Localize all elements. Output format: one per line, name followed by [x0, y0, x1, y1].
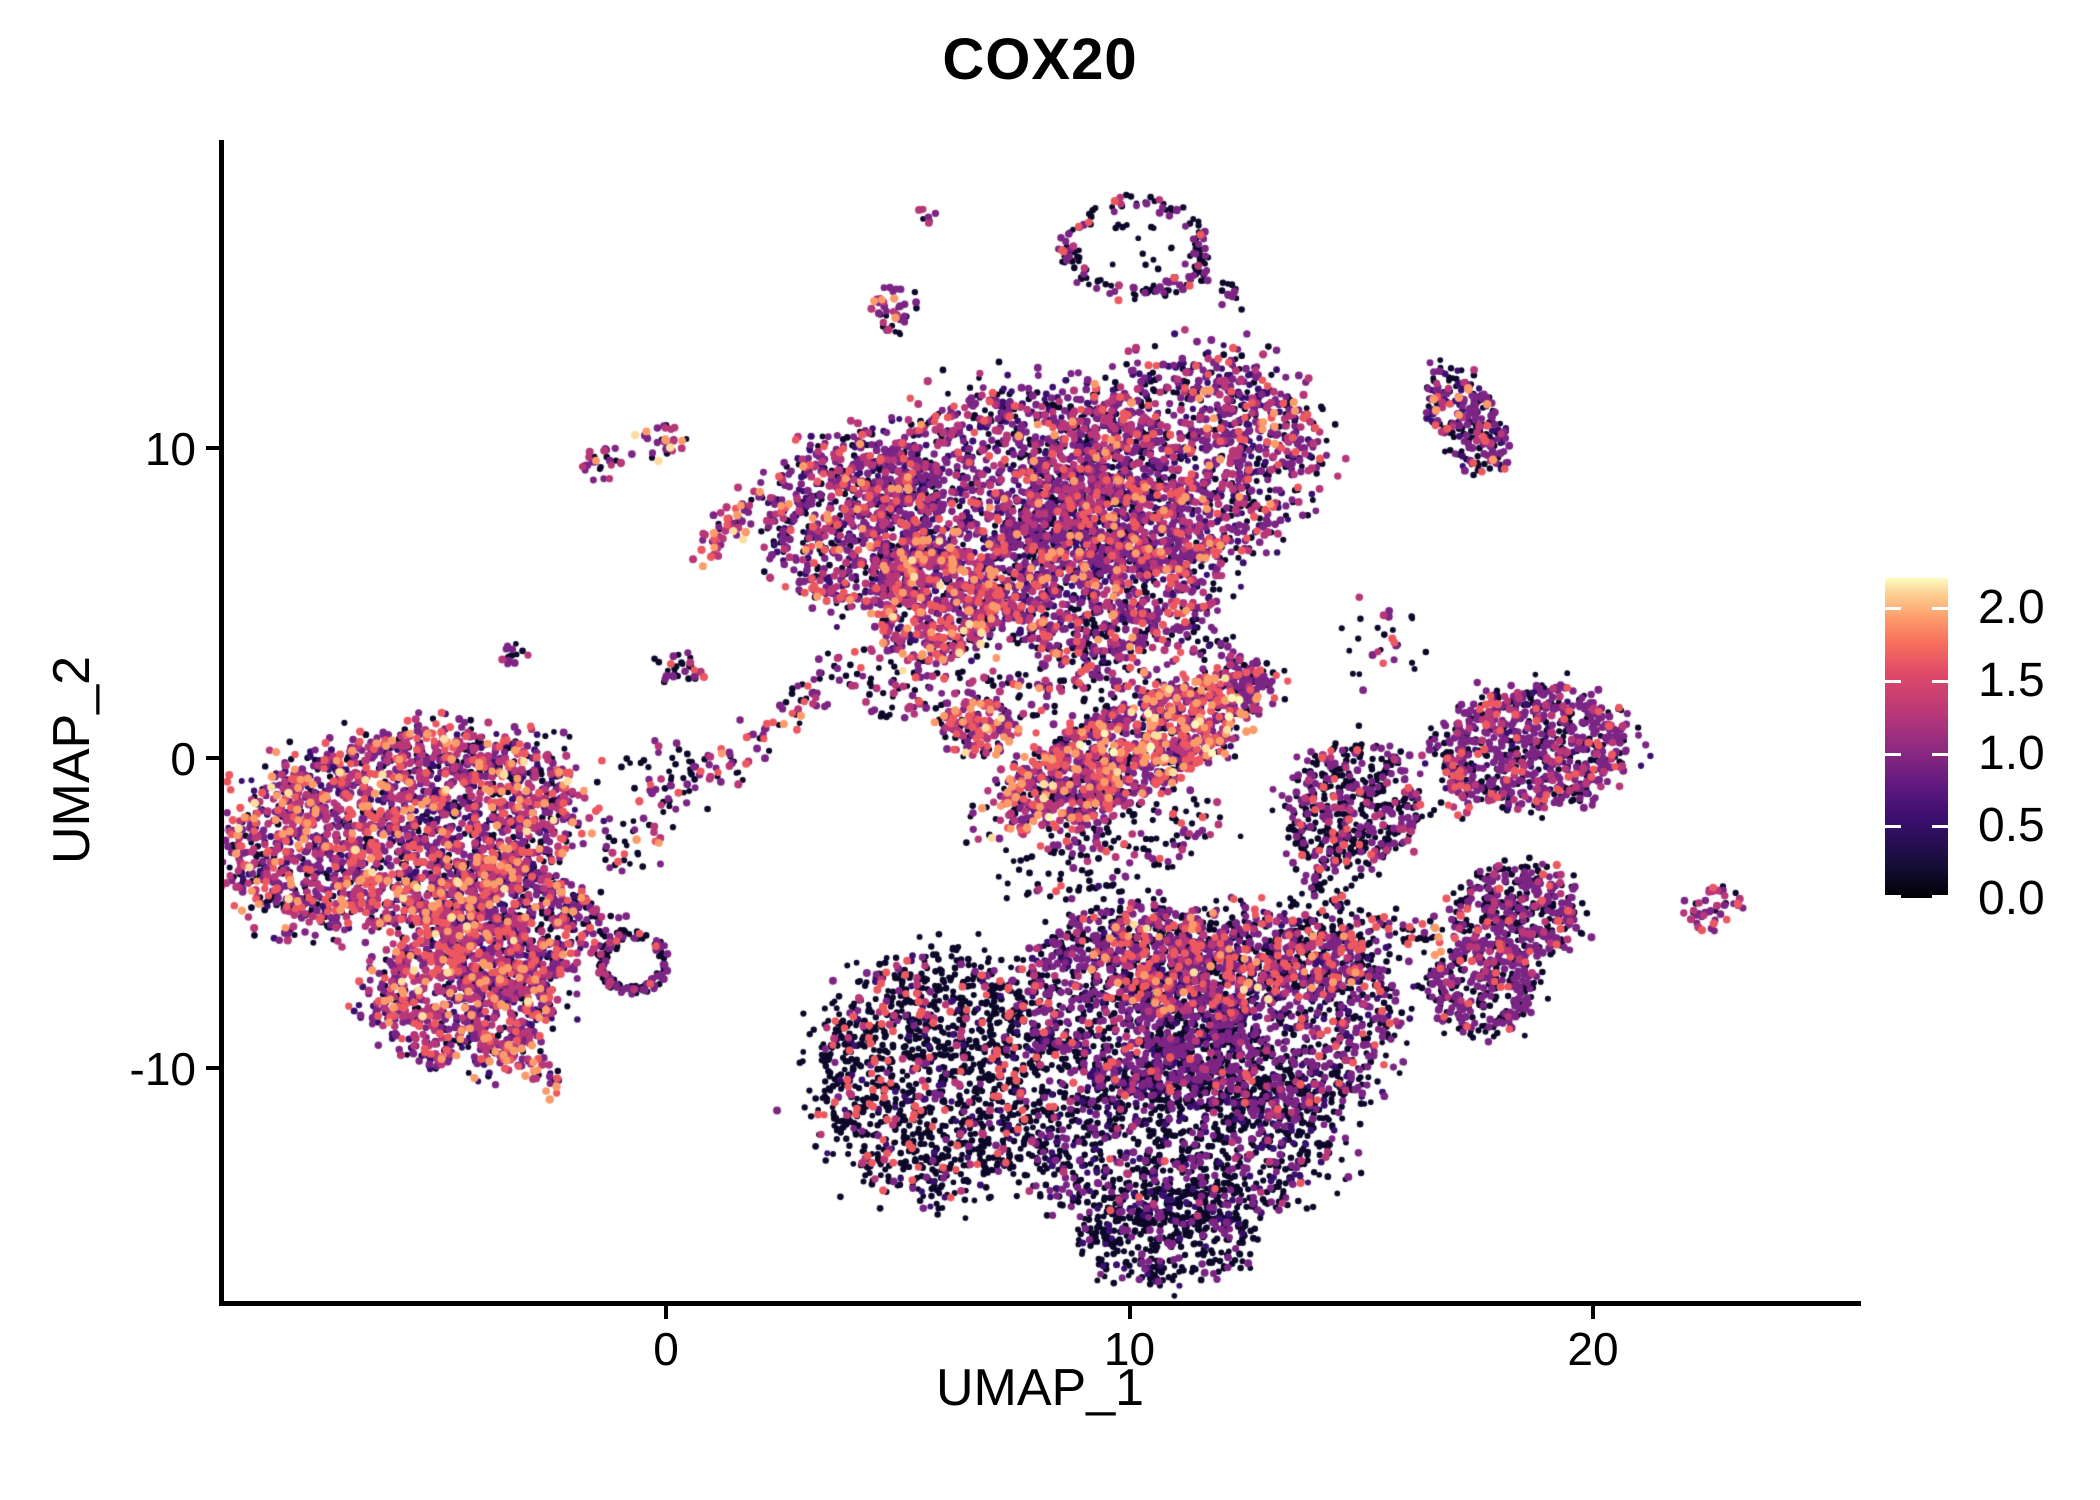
- colorbar-tick-mark: [1885, 825, 1901, 829]
- colorbar-tick-label: 2.0: [1978, 581, 2045, 635]
- colorbar: [1885, 578, 1948, 898]
- colorbar-tick-mark: [1885, 752, 1901, 756]
- colorbar-tick-mark: [1932, 895, 1948, 898]
- y-tick-mark: [206, 756, 219, 760]
- x-tick-mark: [1127, 1306, 1132, 1319]
- y-tick-label: 0: [170, 733, 196, 785]
- colorbar-gradient: [1885, 578, 1948, 898]
- colorbar-tick-mark: [1932, 752, 1948, 756]
- plot-title: COX20: [942, 27, 1138, 92]
- colorbar-tick-label: 1.0: [1978, 726, 2045, 780]
- y-tick-mark: [206, 1066, 219, 1070]
- colorbar-tick-label: 0.5: [1978, 799, 2045, 853]
- x-tick-label: 10: [1103, 1323, 1156, 1375]
- x-tick-mark: [1591, 1306, 1595, 1319]
- x-axis-title: UMAP_1: [935, 1359, 1145, 1417]
- colorbar-tick-mark: [1932, 825, 1948, 829]
- colorbar-tick-label: 1.5: [1978, 653, 2045, 707]
- x-axis-line: [219, 1301, 1861, 1306]
- colorbar-tick-mark: [1885, 895, 1901, 898]
- y-axis-title: UMAP_2: [43, 655, 101, 865]
- colorbar-tick-label: 0.0: [1978, 872, 2045, 925]
- colorbar-tick-mark: [1932, 679, 1948, 683]
- colorbar-tick-mark: [1932, 607, 1948, 611]
- colorbar-tick-mark: [1885, 679, 1901, 683]
- y-tick-label: 10: [144, 423, 196, 475]
- y-tick-label: -10: [129, 1043, 196, 1095]
- x-tick-label: 20: [1567, 1323, 1619, 1375]
- y-axis-line: [219, 140, 224, 1306]
- x-tick-mark: [664, 1306, 668, 1319]
- colorbar-tick-mark: [1885, 607, 1901, 611]
- y-tick-mark: [206, 446, 219, 450]
- x-tick-label: 0: [653, 1323, 679, 1375]
